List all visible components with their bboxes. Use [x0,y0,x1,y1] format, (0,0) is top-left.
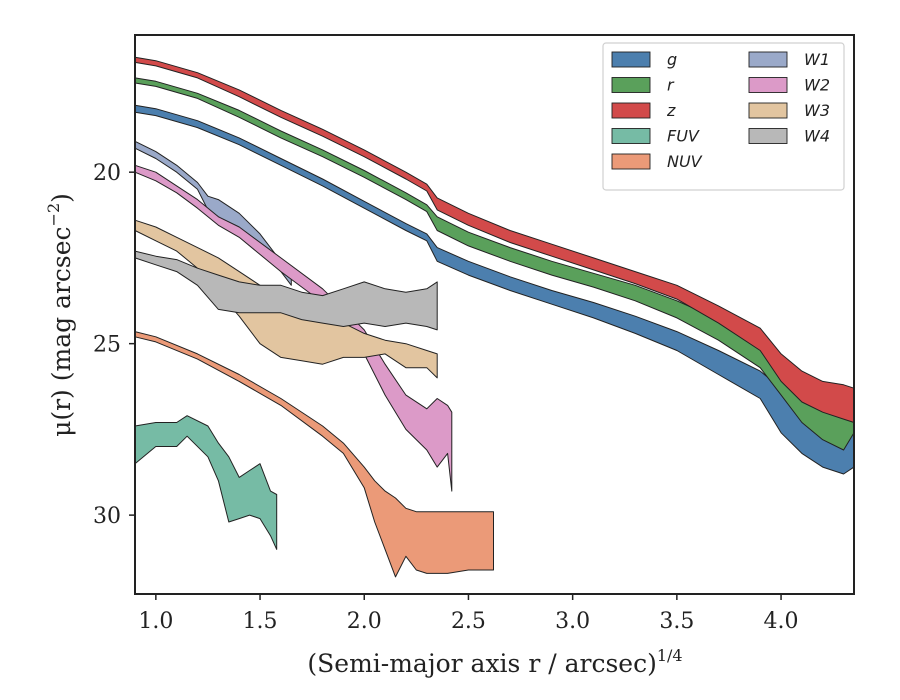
legend-label-W3: W3 [804,101,830,120]
y-tick-label: 30 [93,504,121,529]
legend-swatch-g [611,51,651,68]
x-axis: 1.0 1.5 2.0 2.5 3.0 3.5 4.0 [138,594,799,634]
legend-swatch-NUV [611,153,651,170]
x-axis-label: (Semi-major axis r / arcsec)1/4 [307,646,682,678]
legend-label-NUV: NUV [667,152,703,171]
legend-label-g: g [667,50,677,69]
legend-swatch-r [611,77,651,93]
legend-label-W1: W1 [804,50,830,69]
x-tick-label: 1.5 [243,609,278,634]
legend: grz FUV NUV W1 W2 W3 W4 [602,42,845,191]
x-tick-label: 2.0 [347,609,382,634]
y-tick-label: 20 [93,161,121,186]
series-band-W2 [134,164,453,492]
legend-label-FUV: FUV [667,127,700,146]
legend-swatch-W2 [748,77,788,93]
legend-swatch-FUV [611,128,651,144]
y-axis-label: μ(r) (mag arcsec−2) [44,193,76,437]
x-tick-label: 3.5 [659,609,694,634]
x-tick-label: 4.0 [764,609,799,634]
legend-label-r: r [667,76,675,95]
legend-swatch-W4 [748,128,788,144]
x-tick-label: 2.5 [451,609,486,634]
y-axis: 20 25 30 [93,161,135,529]
x-tick-label: 3.0 [555,609,590,634]
legend-label-W2: W2 [804,76,830,95]
series-layer [134,56,855,578]
legend-label-W4: W4 [804,127,830,146]
y-tick-label: 25 [93,333,121,358]
legend-swatch-W1 [748,51,788,68]
series-band-W4 [134,250,438,331]
x-tick-label: 1.0 [138,609,173,634]
legend-swatch-W3 [748,102,788,119]
plot-frame [134,34,855,595]
series-band-NUV [134,331,494,578]
legend-swatch-z [611,102,651,119]
series-band-FUV [134,415,278,550]
legend-label-z: z [666,101,676,120]
